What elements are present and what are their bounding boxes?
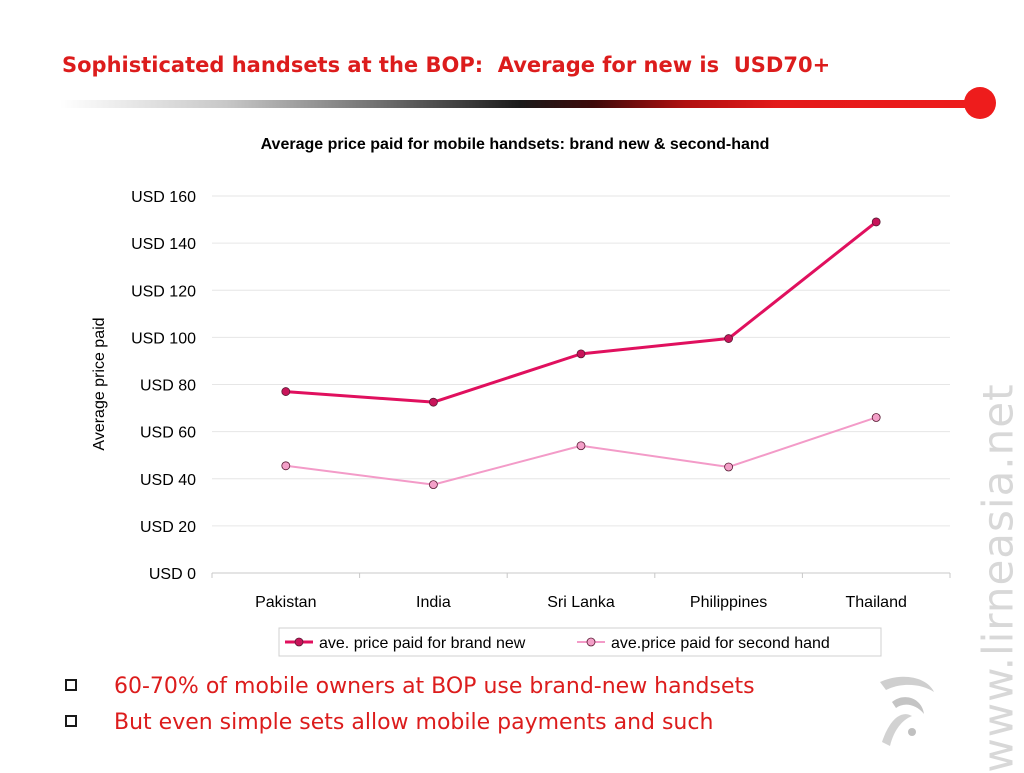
y-tick-label: USD 0 <box>149 566 196 583</box>
series-points <box>281 217 881 490</box>
x-tick-label: Thailand <box>846 594 907 611</box>
bullet-text: But even simple sets allow mobile paymen… <box>114 710 714 735</box>
data-point <box>428 397 438 407</box>
website-watermark: www.lirneasia.net <box>973 383 1023 773</box>
lirneasia-logo-icon <box>880 676 934 746</box>
y-tick-label: USD 140 <box>131 236 196 253</box>
x-tick-label: India <box>416 594 451 611</box>
chart-legend: ave. price paid for brand new ave.price p… <box>278 627 882 657</box>
x-tick-label: Philippines <box>690 594 767 611</box>
x-tick-label: Sri Lanka <box>547 594 615 611</box>
data-point <box>281 387 291 396</box>
data-point <box>281 461 291 471</box>
line-chart: Average price paid for mobile handsets: … <box>91 136 951 657</box>
grid-lines <box>212 195 950 527</box>
title-rule <box>60 100 980 108</box>
data-point <box>724 462 733 472</box>
series-line <box>285 220 878 404</box>
checkbox-bullet-icon <box>65 715 77 727</box>
data-point <box>428 480 438 490</box>
data-point <box>871 413 881 422</box>
y-tick-label: USD 80 <box>140 378 196 395</box>
legend-label: ave. price paid for brand new <box>319 635 526 652</box>
y-axis-label: Average price paid <box>91 317 108 450</box>
y-tick-label: USD 60 <box>140 425 196 442</box>
legend-swatch-marker <box>586 637 596 647</box>
series-line <box>285 416 877 486</box>
bullet-list: 60-70% of mobile owners at BOP use brand… <box>62 671 755 743</box>
bullet-text: 60-70% of mobile owners at BOP use brand… <box>114 674 755 699</box>
data-point <box>724 334 733 343</box>
y-tick-label: USD 20 <box>140 519 196 536</box>
title-dot <box>964 87 996 119</box>
y-tick-labels: USD 0 USD 20 USD 40 USD 60 USD 80 USD 100 USD … <box>131 189 196 583</box>
y-tick-label: USD 100 <box>131 330 196 347</box>
bullet-item: But even simple sets allow mobile paymen… <box>62 707 755 743</box>
y-tick-label: USD 40 <box>140 472 196 489</box>
legend-swatch-marker <box>294 637 304 647</box>
bullet-item: 60-70% of mobile owners at BOP use brand… <box>62 671 755 707</box>
legend-label: ave.price paid for second hand <box>611 635 830 652</box>
y-tick-label: USD 160 <box>131 189 196 206</box>
x-axis <box>211 572 951 578</box>
y-tick-label: USD 120 <box>131 283 196 300</box>
x-tick-labels: Pakistan India Sri Lanka Philippines Thailan… <box>255 594 907 611</box>
checkbox-bullet-icon <box>65 679 77 691</box>
data-point <box>576 349 586 359</box>
slide-title: Sophisticated handsets at the BOP: Avera… <box>62 53 831 77</box>
x-tick-label: Pakistan <box>255 594 316 611</box>
data-point <box>871 217 881 227</box>
chart-title: Average price paid for mobile handsets: … <box>261 136 770 153</box>
data-point <box>576 441 586 451</box>
